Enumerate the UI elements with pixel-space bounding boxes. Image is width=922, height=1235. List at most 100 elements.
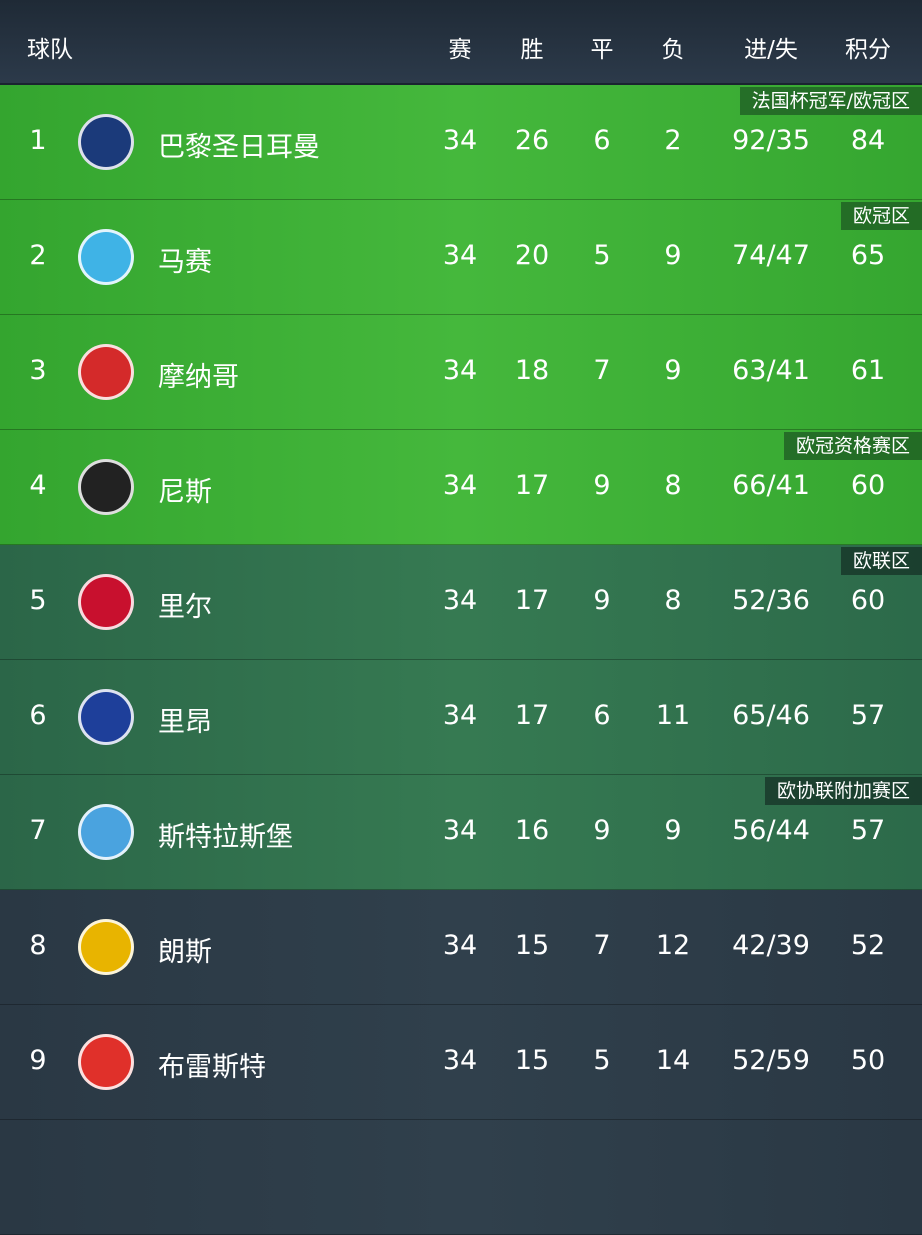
stat-pts: 50 bbox=[850, 1045, 886, 1076]
stat-g: 52/36 bbox=[732, 585, 810, 616]
strasbourg-crest-icon bbox=[78, 804, 134, 860]
rank: 1 bbox=[29, 125, 47, 156]
stat-w: 26 bbox=[514, 125, 550, 156]
marseille-crest-icon bbox=[78, 229, 134, 285]
stat-l: 8 bbox=[664, 470, 682, 501]
rank: 7 bbox=[29, 815, 47, 846]
team-name: 马赛 bbox=[158, 247, 212, 278]
stat-g: 42/39 bbox=[732, 930, 810, 961]
table-row-partial bbox=[0, 1120, 922, 1235]
stat-w: 17 bbox=[514, 585, 550, 616]
zone-badge: 法国杯冠军/欧冠区 bbox=[739, 87, 922, 115]
stat-p: 34 bbox=[442, 700, 478, 731]
stat-d: 6 bbox=[593, 700, 611, 731]
monaco-crest-icon bbox=[78, 344, 134, 400]
zone-badge: 欧冠资格赛区 bbox=[783, 432, 922, 460]
stat-l: 11 bbox=[655, 700, 691, 731]
table-row[interactable]: 法国杯冠军/欧冠区 1 巴黎圣日耳曼 34 26 6 2 92/35 84 bbox=[0, 85, 922, 200]
stat-g: 74/47 bbox=[732, 240, 810, 271]
stat-l: 9 bbox=[664, 815, 682, 846]
team-name: 尼斯 bbox=[158, 477, 212, 508]
stat-l: 9 bbox=[664, 240, 682, 271]
zone-badge: 欧联区 bbox=[840, 547, 922, 575]
rank: 4 bbox=[29, 470, 47, 501]
table-row[interactable]: 3 摩纳哥 34 18 7 9 63/41 61 bbox=[0, 315, 922, 430]
stat-pts: 61 bbox=[850, 355, 886, 386]
stat-l: 12 bbox=[655, 930, 691, 961]
header-drawn: 平 bbox=[590, 37, 614, 63]
stat-p: 34 bbox=[442, 815, 478, 846]
stat-pts: 60 bbox=[850, 585, 886, 616]
stat-pts: 57 bbox=[850, 815, 886, 846]
header-points: 积分 bbox=[845, 37, 891, 63]
stat-d: 9 bbox=[593, 815, 611, 846]
table-header: 球队 赛 胜 平 负 进/失 积分 bbox=[0, 0, 922, 85]
lille-crest-icon bbox=[78, 574, 134, 630]
stat-p: 34 bbox=[442, 930, 478, 961]
team-name: 摩纳哥 bbox=[158, 362, 239, 393]
rank: 9 bbox=[29, 1045, 47, 1076]
stat-w: 17 bbox=[514, 700, 550, 731]
stat-d: 9 bbox=[593, 470, 611, 501]
stat-g: 66/41 bbox=[732, 470, 810, 501]
header-won: 胜 bbox=[520, 37, 544, 63]
stat-d: 6 bbox=[593, 125, 611, 156]
table-row[interactable]: 欧联区 5 里尔 34 17 9 8 52/36 60 bbox=[0, 545, 922, 660]
stat-w: 17 bbox=[514, 470, 550, 501]
rank: 3 bbox=[29, 355, 47, 386]
stat-w: 16 bbox=[514, 815, 550, 846]
stat-g: 63/41 bbox=[732, 355, 810, 386]
stat-w: 15 bbox=[514, 930, 550, 961]
rank: 5 bbox=[29, 585, 47, 616]
stat-pts: 57 bbox=[850, 700, 886, 731]
table-row[interactable]: 欧协联附加赛区 7 斯特拉斯堡 34 16 9 9 56/44 57 bbox=[0, 775, 922, 890]
team-name: 朗斯 bbox=[158, 937, 212, 968]
stat-d: 5 bbox=[593, 240, 611, 271]
stat-pts: 84 bbox=[850, 125, 886, 156]
table-row[interactable]: 欧冠区 2 马赛 34 20 5 9 74/47 65 bbox=[0, 200, 922, 315]
team-name: 斯特拉斯堡 bbox=[158, 822, 293, 853]
stat-d: 5 bbox=[593, 1045, 611, 1076]
header-team: 球队 bbox=[27, 37, 73, 63]
psg-crest-icon bbox=[78, 114, 134, 170]
stat-l: 8 bbox=[664, 585, 682, 616]
stat-d: 9 bbox=[593, 585, 611, 616]
team-name: 巴黎圣日耳曼 bbox=[158, 132, 320, 163]
stat-w: 15 bbox=[514, 1045, 550, 1076]
header-goals: 进/失 bbox=[744, 37, 798, 63]
table-row[interactable]: 8 朗斯 34 15 7 12 42/39 52 bbox=[0, 890, 922, 1005]
brest-crest-icon bbox=[78, 1034, 134, 1090]
stat-g: 92/35 bbox=[732, 125, 810, 156]
stat-pts: 60 bbox=[850, 470, 886, 501]
table-row[interactable]: 欧冠资格赛区 4 尼斯 34 17 9 8 66/41 60 bbox=[0, 430, 922, 545]
stat-l: 2 bbox=[664, 125, 682, 156]
stat-l: 9 bbox=[664, 355, 682, 386]
stat-w: 18 bbox=[514, 355, 550, 386]
stat-p: 34 bbox=[442, 470, 478, 501]
team-name: 里尔 bbox=[158, 592, 212, 623]
nice-crest-icon bbox=[78, 459, 134, 515]
stat-p: 34 bbox=[442, 585, 478, 616]
table-row[interactable]: 6 里昂 34 17 6 11 65/46 57 bbox=[0, 660, 922, 775]
rank: 6 bbox=[29, 700, 47, 731]
stat-p: 34 bbox=[442, 240, 478, 271]
stat-p: 34 bbox=[442, 355, 478, 386]
stat-g: 56/44 bbox=[732, 815, 810, 846]
lens-crest-icon bbox=[78, 919, 134, 975]
zone-badge: 欧协联附加赛区 bbox=[764, 777, 922, 805]
rank: 8 bbox=[29, 930, 47, 961]
rank: 2 bbox=[29, 240, 47, 271]
stat-g: 65/46 bbox=[732, 700, 810, 731]
stat-w: 20 bbox=[514, 240, 550, 271]
table-row[interactable]: 9 布雷斯特 34 15 5 14 52/59 50 bbox=[0, 1005, 922, 1120]
stat-l: 14 bbox=[655, 1045, 691, 1076]
header-played: 赛 bbox=[448, 37, 472, 63]
team-name: 里昂 bbox=[158, 707, 212, 738]
stat-g: 52/59 bbox=[732, 1045, 810, 1076]
lyon-crest-icon bbox=[78, 689, 134, 745]
stat-pts: 65 bbox=[850, 240, 886, 271]
team-name: 布雷斯特 bbox=[158, 1052, 266, 1083]
zone-badge: 欧冠区 bbox=[840, 202, 922, 230]
stat-d: 7 bbox=[593, 930, 611, 961]
stat-d: 7 bbox=[593, 355, 611, 386]
